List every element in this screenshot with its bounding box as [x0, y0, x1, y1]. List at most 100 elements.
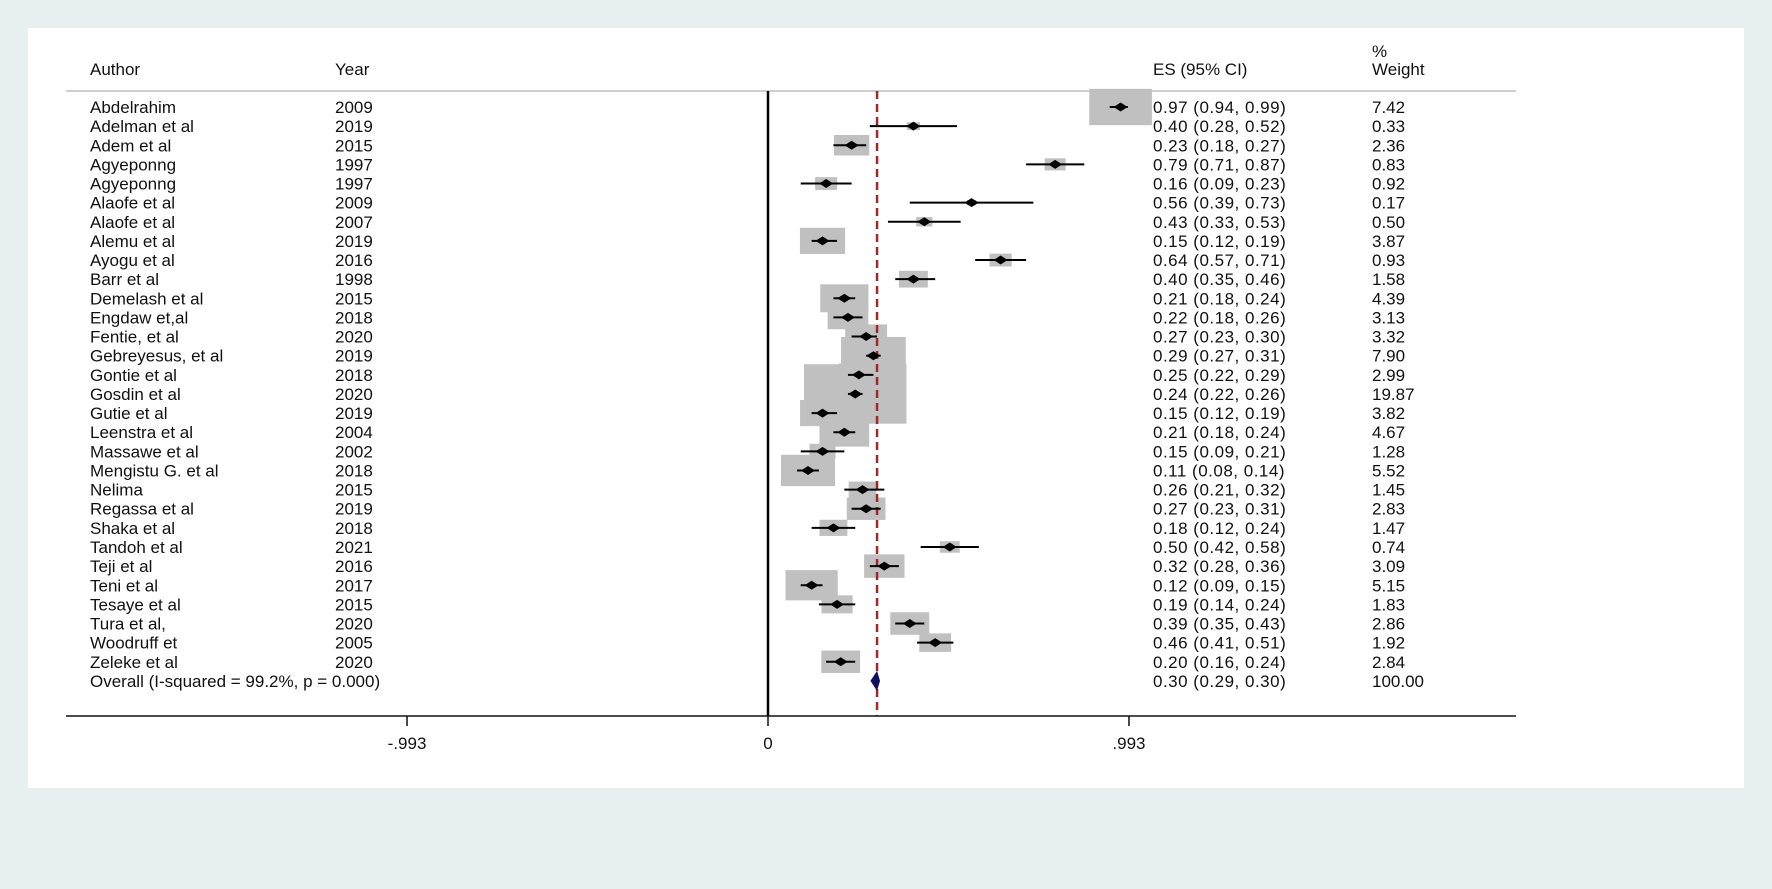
point-estimate: [917, 217, 932, 227]
point-estimate: [902, 619, 917, 629]
year-label: 2019: [335, 347, 373, 366]
weight-label: 2.36: [1372, 136, 1405, 155]
year-label: 2018: [335, 308, 373, 327]
forest-plot: Author Year ES (95% CI) % Weight Abdelra…: [66, 42, 1516, 753]
weight-label: 2.84: [1372, 653, 1405, 672]
year-label: 2021: [335, 538, 373, 557]
year-label: 2020: [335, 385, 373, 404]
weight-label: 1.58: [1372, 270, 1405, 289]
point-estimate: [855, 485, 870, 495]
weight-label: 1.45: [1372, 481, 1405, 500]
author-label: Adelman et al: [90, 117, 194, 136]
author-label: Teji et al: [90, 557, 152, 576]
point-estimate: [942, 542, 957, 552]
es-label: 0.21 (0.18, 0.24): [1153, 423, 1286, 442]
point-estimate: [837, 293, 852, 303]
weight-label: 3.13: [1372, 308, 1405, 327]
author-label: Massawe et al: [90, 442, 199, 461]
es-label: 0.39 (0.35, 0.43): [1153, 615, 1286, 634]
point-estimate: [804, 580, 819, 590]
author-label: Alemu et al: [90, 232, 175, 251]
weight-label: 4.67: [1372, 423, 1405, 442]
author-label: Leenstra et al: [90, 423, 193, 442]
point-estimate: [815, 446, 830, 456]
es-label: 0.27 (0.23, 0.31): [1153, 500, 1286, 519]
year-label: 2020: [335, 615, 373, 634]
point-estimate: [815, 408, 830, 418]
year-label: 2015: [335, 289, 373, 308]
author-label: Agyeponng: [90, 175, 176, 194]
overall-label: Overall (I-squared = 99.2%, p = 0.000): [90, 672, 380, 691]
point-estimate: [1113, 102, 1128, 112]
es-label: 0.16 (0.09, 0.23): [1153, 175, 1286, 194]
overall-es-label: 0.30 (0.29, 0.30): [1153, 672, 1286, 691]
year-label: 2015: [335, 136, 373, 155]
weight-label: 7.42: [1372, 98, 1405, 117]
point-estimate: [848, 389, 863, 399]
overall-weight-label: 100.00: [1372, 672, 1424, 691]
weight-label: 4.39: [1372, 289, 1405, 308]
es-label: 0.97 (0.94, 0.99): [1153, 98, 1286, 117]
year-label: 1997: [335, 155, 373, 174]
author-label: Gontie et al: [90, 366, 177, 385]
author-label: Woodruff et: [90, 634, 178, 653]
year-label: 2009: [335, 98, 373, 117]
author-label: Fentie, et al: [90, 328, 179, 347]
author-label: Gebreyesus, et al: [90, 347, 223, 366]
weight-label: 1.47: [1372, 519, 1405, 538]
es-label: 0.27 (0.23, 0.30): [1153, 328, 1286, 347]
point-estimate: [844, 140, 859, 150]
es-label: 0.20 (0.16, 0.24): [1153, 653, 1286, 672]
year-label: 1997: [335, 175, 373, 194]
author-label: Adem et al: [90, 136, 171, 155]
point-estimate: [928, 638, 943, 648]
weight-label: 1.92: [1372, 634, 1405, 653]
header-es: ES (95% CI): [1153, 60, 1247, 79]
weight-label: 3.87: [1372, 232, 1405, 251]
point-estimate: [819, 179, 834, 189]
es-label: 0.22 (0.18, 0.26): [1153, 308, 1286, 327]
weight-label: 0.74: [1372, 538, 1405, 557]
header-year: Year: [335, 60, 370, 79]
point-estimate: [866, 351, 881, 361]
author-label: Alaofe et al: [90, 213, 175, 232]
weight-label: 0.92: [1372, 175, 1405, 194]
es-label: 0.43 (0.33, 0.53): [1153, 213, 1286, 232]
x-tick-label: -.993: [388, 734, 427, 753]
author-label: Tura et al,: [90, 615, 166, 634]
weight-label: 19.87: [1372, 385, 1415, 404]
point-estimate: [877, 561, 892, 571]
point-estimate: [964, 198, 979, 208]
weight-label: 5.52: [1372, 461, 1405, 480]
point-estimate: [906, 274, 921, 284]
author-label: Zeleke et al: [90, 653, 178, 672]
weight-label: 0.33: [1372, 117, 1405, 136]
es-label: 0.12 (0.09, 0.15): [1153, 576, 1286, 595]
year-label: 2019: [335, 404, 373, 423]
year-label: 2007: [335, 213, 373, 232]
header-weight-pct: %: [1372, 42, 1387, 61]
es-label: 0.25 (0.22, 0.29): [1153, 366, 1286, 385]
weight-label: 5.15: [1372, 576, 1405, 595]
es-label: 0.32 (0.28, 0.36): [1153, 557, 1286, 576]
year-label: 2018: [335, 461, 373, 480]
weight-label: 7.90: [1372, 347, 1405, 366]
es-label: 0.18 (0.12, 0.24): [1153, 519, 1286, 538]
year-label: 2016: [335, 251, 373, 270]
x-tick-label: 0: [763, 734, 772, 753]
year-label: 2015: [335, 595, 373, 614]
weight-label: 0.17: [1372, 194, 1405, 213]
year-label: 2005: [335, 634, 373, 653]
year-label: 2004: [335, 423, 373, 442]
year-label: 2018: [335, 519, 373, 538]
es-label: 0.15 (0.12, 0.19): [1153, 232, 1286, 251]
author-label: Gosdin et al: [90, 385, 181, 404]
weight-label: 2.86: [1372, 615, 1405, 634]
author-label: Barr et al: [90, 270, 159, 289]
es-label: 0.79 (0.71, 0.87): [1153, 155, 1286, 174]
year-label: 2002: [335, 442, 373, 461]
point-estimate: [851, 370, 866, 380]
weight-label: 0.50: [1372, 213, 1405, 232]
weight-label: 2.99: [1372, 366, 1405, 385]
author-label: Gutie et al: [90, 404, 168, 423]
